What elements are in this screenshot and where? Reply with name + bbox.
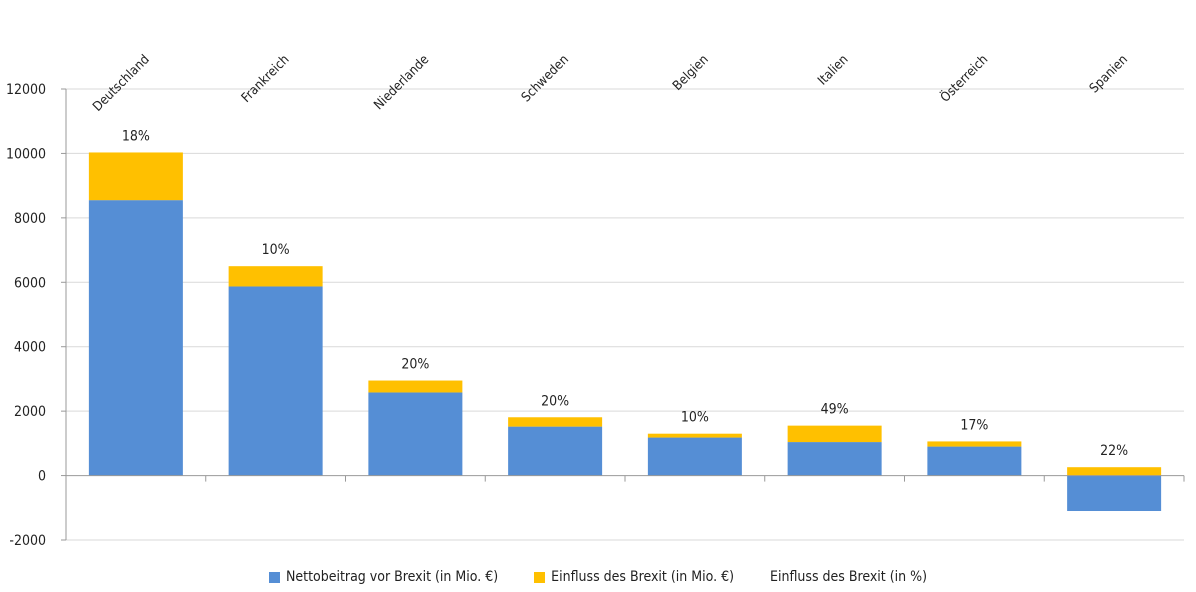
legend-swatch-blue xyxy=(268,571,280,583)
legend-label-brexit-effect: Einfluss des Brexit (in Mio. €) xyxy=(551,569,735,585)
data-label-percent: 22% xyxy=(1100,443,1128,459)
bar-brexit-effect xyxy=(228,266,323,287)
category-label: Italien xyxy=(815,52,851,88)
bar-net-contribution xyxy=(228,286,323,476)
legend-swatch-yellow xyxy=(534,571,546,583)
category-label: Schweden xyxy=(519,52,572,105)
data-label-percent: 10% xyxy=(262,242,290,258)
y-tick-label: 12000 xyxy=(6,82,46,98)
legend-label-net-contribution: Nettobeitrag vor Brexit (in Mio. €) xyxy=(285,569,499,585)
data-label-percent: 20% xyxy=(401,357,429,373)
legend-item-net-contribution: Nettobeitrag vor Brexit (in Mio. €) xyxy=(268,569,499,585)
axes xyxy=(61,88,1185,541)
bar-brexit-effect xyxy=(508,417,603,427)
category-label: Frankreich xyxy=(239,52,293,106)
category-label: Spanien xyxy=(1087,52,1131,96)
bars xyxy=(88,152,1162,512)
legend-item-brexit-percent: Einfluss des Brexit (in %) xyxy=(770,569,927,585)
bar-brexit-effect xyxy=(787,425,882,443)
bar-net-contribution xyxy=(88,200,183,476)
y-tick-label: 0 xyxy=(38,469,46,485)
bar-brexit-effect xyxy=(1067,467,1162,476)
data-label-percent: 18% xyxy=(122,128,150,144)
y-tick-label: 8000 xyxy=(14,211,46,227)
bar-brexit-effect xyxy=(647,433,742,438)
bar-net-contribution xyxy=(927,446,1022,476)
bar-net-contribution xyxy=(787,442,882,476)
bar-brexit-effect xyxy=(88,152,183,201)
y-tick-label: 2000 xyxy=(14,404,46,420)
y-axis-ticks: -2000 0 2000 4000 6000 8000 10000 12000 xyxy=(6,82,46,549)
bar-net-contribution xyxy=(508,426,603,476)
bar-brexit-effect xyxy=(927,441,1022,447)
data-label-percent: 10% xyxy=(681,410,709,426)
data-labels: 18% 10% 20% 20% 10% 49% 17% 22% xyxy=(122,128,1128,459)
bar-net-contribution xyxy=(368,392,463,476)
category-label: Niederlande xyxy=(371,52,432,113)
category-labels: Deutschland Frankreich Niederlande Schweden… xyxy=(90,51,1131,115)
legend-label-brexit-percent: Einfluss des Brexit (in %) xyxy=(770,569,928,585)
legend: Nettobeitrag vor Brexit (in Mio. €) Einf… xyxy=(0,566,1196,588)
data-label-percent: 17% xyxy=(960,417,988,433)
bar-net-contribution xyxy=(647,437,742,476)
y-tick-label: 10000 xyxy=(6,146,46,162)
legend-item-brexit-effect: Einfluss des Brexit (in Mio. €) xyxy=(534,569,734,585)
category-label: Deutschland xyxy=(90,52,153,115)
data-label-percent: 49% xyxy=(821,402,849,418)
bar-net-contribution xyxy=(1067,475,1162,512)
category-label: Belgien xyxy=(670,52,712,94)
y-tick-label: 4000 xyxy=(14,340,46,356)
y-tick-label: -2000 xyxy=(9,533,46,549)
y-tick-label: 6000 xyxy=(14,275,46,291)
bar-brexit-effect xyxy=(368,380,463,393)
data-label-percent: 20% xyxy=(541,393,569,409)
category-label: Österreich xyxy=(936,51,991,106)
